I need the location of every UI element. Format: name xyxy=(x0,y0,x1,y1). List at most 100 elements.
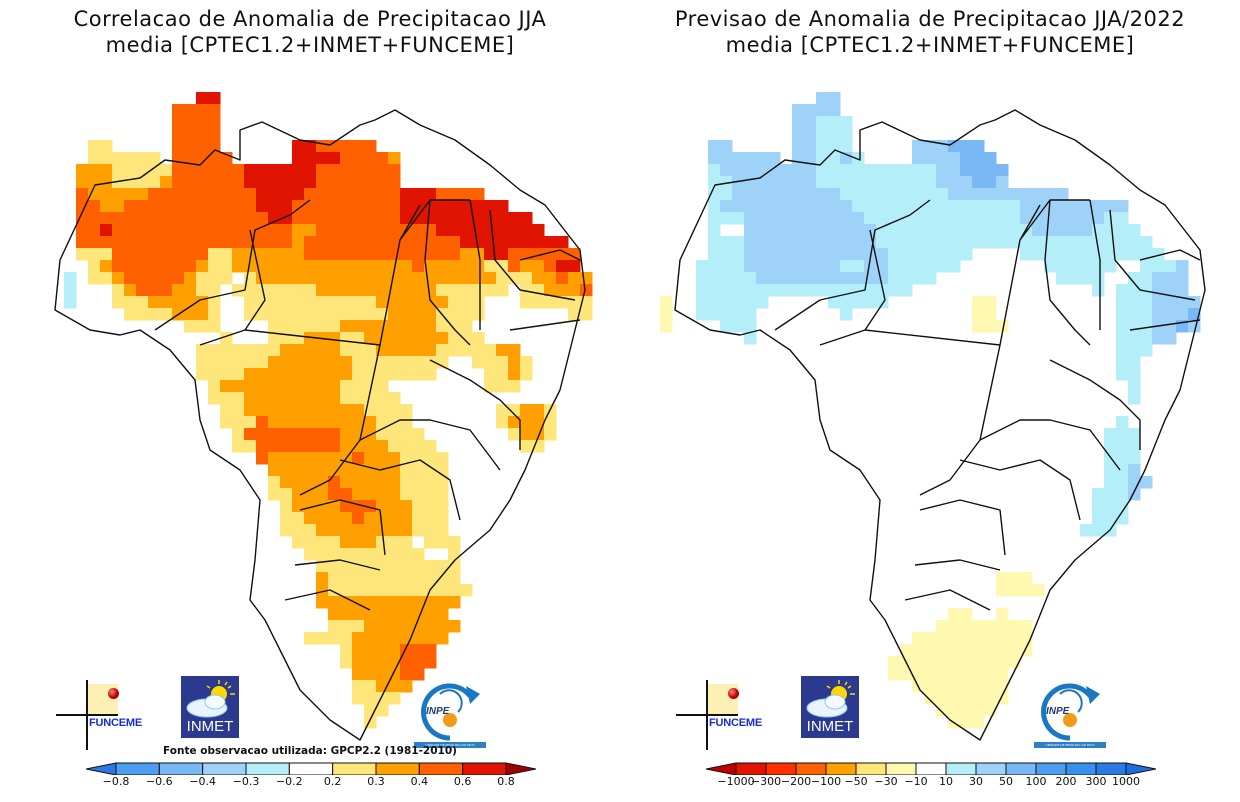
grid-cell xyxy=(256,308,269,321)
grid-cell xyxy=(828,164,841,177)
grid-cell xyxy=(912,248,925,261)
grid-cell xyxy=(544,284,557,297)
grid-cell xyxy=(1080,200,1093,213)
grid-cell xyxy=(472,260,485,273)
grid-cell xyxy=(148,164,161,177)
grid-cell xyxy=(412,272,425,285)
grid-cell xyxy=(292,440,305,453)
grid-cell xyxy=(436,632,449,645)
map-grid-cells xyxy=(660,92,1201,729)
grid-cell xyxy=(708,248,721,261)
grid-cell xyxy=(304,176,317,189)
grid-cell xyxy=(112,296,125,309)
grid-cell xyxy=(364,284,377,297)
grid-cell xyxy=(388,692,401,705)
grid-cell xyxy=(196,248,209,261)
grid-cell xyxy=(720,212,733,225)
grid-cell xyxy=(148,260,161,273)
grid-cell xyxy=(280,176,293,189)
grid-cell xyxy=(436,200,449,213)
grid-cell xyxy=(508,416,521,429)
grid-cell xyxy=(912,272,925,285)
grid-cell xyxy=(208,260,221,273)
grid-cell xyxy=(936,704,949,717)
correlation-map-title: Correlacao de Anomalia de Precipitacao J… xyxy=(0,6,620,58)
grid-cell xyxy=(816,248,829,261)
grid-cell xyxy=(924,224,937,237)
grid-cell xyxy=(852,224,865,237)
grid-cell xyxy=(124,176,137,189)
grid-cell xyxy=(412,476,425,489)
grid-cell xyxy=(208,392,221,405)
grid-cell xyxy=(136,248,149,261)
grid-cell xyxy=(280,452,293,465)
grid-cell xyxy=(960,212,973,225)
colorbar-tick-label: 10 xyxy=(939,775,953,788)
grid-cell xyxy=(328,308,341,321)
grid-cell xyxy=(400,572,413,585)
grid-cell xyxy=(412,356,425,369)
grid-cell xyxy=(412,440,425,453)
grid-cell xyxy=(340,320,353,333)
state-border xyxy=(819,229,886,346)
grid-cell xyxy=(316,320,329,333)
grid-cell xyxy=(376,536,389,549)
grid-cell xyxy=(732,212,745,225)
grid-cell xyxy=(280,200,293,213)
grid-cell xyxy=(244,308,257,321)
grid-cell xyxy=(732,152,745,165)
grid-cell xyxy=(436,320,449,333)
grid-cell xyxy=(364,200,377,213)
grid-cell xyxy=(756,236,769,249)
colorbar-box xyxy=(332,762,377,775)
grid-cell xyxy=(352,380,365,393)
state-border xyxy=(199,229,266,346)
grid-cell xyxy=(268,212,281,225)
grid-cell xyxy=(376,704,389,717)
state-border xyxy=(904,589,991,611)
grid-cell xyxy=(1056,236,1069,249)
state-border xyxy=(339,459,461,521)
grid-cell xyxy=(376,620,389,633)
grid-cell xyxy=(936,644,949,657)
grid-cell xyxy=(148,212,161,225)
grid-cell xyxy=(972,296,985,309)
inpe-logo: INPE UNIDADE DE PESQUISA DO MCTI xyxy=(410,680,490,748)
grid-cell xyxy=(328,140,341,153)
grid-cell xyxy=(376,332,389,345)
grid-cell xyxy=(292,428,305,441)
grid-cell xyxy=(400,320,413,333)
grid-cell xyxy=(220,212,233,225)
funceme-logo: FUNCEME xyxy=(56,680,156,750)
grid-cell xyxy=(160,164,173,177)
grid-cell xyxy=(232,200,245,213)
grid-cell xyxy=(244,284,257,297)
grid-cell xyxy=(744,248,757,261)
grid-cell xyxy=(532,296,545,309)
grid-cell xyxy=(400,464,413,477)
grid-cell xyxy=(424,560,437,573)
grid-cell xyxy=(1008,200,1021,213)
grid-cell xyxy=(184,104,197,117)
grid-cell xyxy=(292,212,305,225)
colorbar-tick-label: 30 xyxy=(969,775,983,788)
grid-cell xyxy=(1128,392,1141,405)
grid-cell xyxy=(708,188,721,201)
grid-cell xyxy=(984,656,997,669)
grid-cell xyxy=(912,668,925,681)
grid-cell xyxy=(888,164,901,177)
grid-cell xyxy=(972,176,985,189)
grid-cell xyxy=(280,440,293,453)
grid-cell xyxy=(936,236,949,249)
grid-cell xyxy=(136,284,149,297)
grid-cell xyxy=(184,176,197,189)
grid-cell xyxy=(996,188,1009,201)
grid-cell xyxy=(316,488,329,501)
grid-cell xyxy=(376,296,389,309)
state-border xyxy=(284,589,371,611)
grid-cell xyxy=(352,404,365,417)
grid-cell xyxy=(400,356,413,369)
grid-cell xyxy=(100,212,113,225)
grid-cell xyxy=(852,212,865,225)
grid-cell xyxy=(196,260,209,273)
